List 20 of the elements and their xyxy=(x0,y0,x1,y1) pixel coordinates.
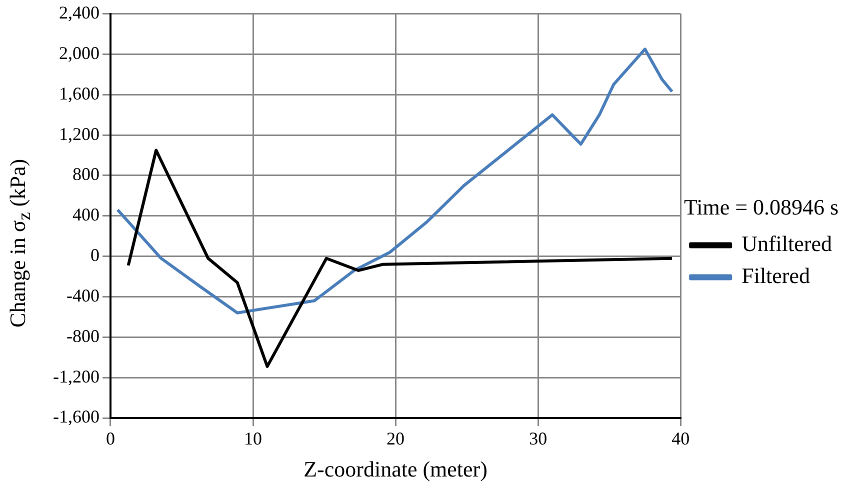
x-tick-label: 40 xyxy=(672,428,690,449)
y-tick-label: -1,600 xyxy=(52,406,100,427)
y-tick-label: 2,400 xyxy=(58,2,100,23)
x-tick-label: 10 xyxy=(244,428,262,449)
y-tick-label: 400 xyxy=(72,204,100,225)
y-tick-label: 1,200 xyxy=(58,124,100,144)
y-tick-label: 1,600 xyxy=(58,83,100,104)
x-tick-label: 0 xyxy=(106,428,115,449)
y-tick-label: 800 xyxy=(72,164,100,184)
y-tick-label: -400 xyxy=(66,285,100,306)
x-tick-label: 20 xyxy=(386,428,405,449)
x-tick-label: 30 xyxy=(529,428,548,449)
legend-label: Filtered xyxy=(742,262,810,288)
y-tick-label: -800 xyxy=(66,326,100,346)
y-tick-label: 2,000 xyxy=(58,42,100,63)
x-axis-title: Z-coordinate (meter) xyxy=(304,456,488,482)
legend-title: Time = 0.08946 s xyxy=(684,194,839,220)
y-tick-label: 0 xyxy=(90,245,100,266)
legend-label: Unfiltered xyxy=(742,230,832,256)
y-tick-label: -1,200 xyxy=(52,366,100,386)
